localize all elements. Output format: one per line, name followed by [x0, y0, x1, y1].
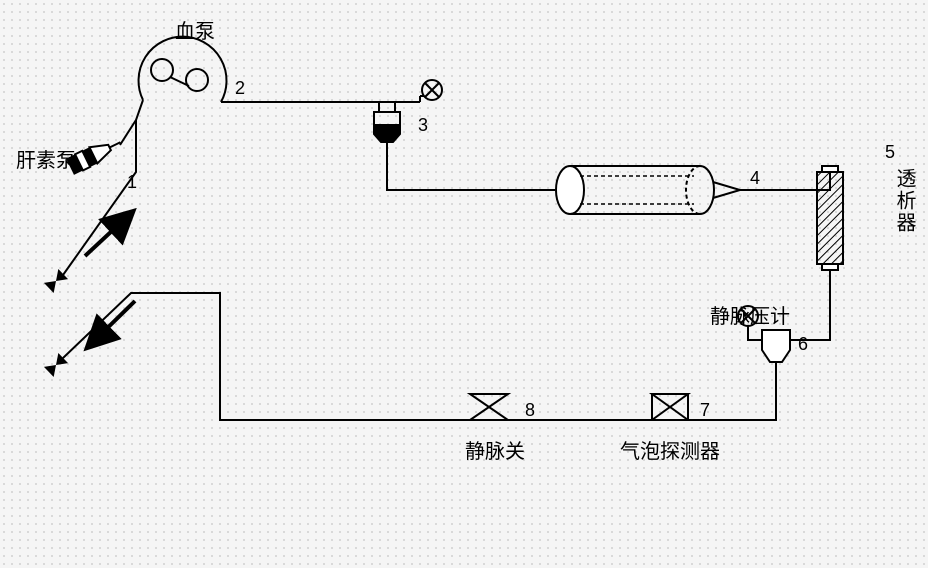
arterial-pressure-gauge	[395, 80, 442, 102]
num-3: 3	[418, 115, 428, 136]
dialyzer-5	[817, 166, 843, 270]
arterial-inlet-line	[44, 100, 143, 293]
label-blood-pump: 血泵	[175, 15, 215, 44]
heparin-connector	[120, 120, 136, 145]
adsorber-4	[556, 166, 740, 214]
label-venous-clamp: 静脉关	[465, 435, 525, 464]
venous-clamp-8	[470, 394, 508, 420]
venous-chamber-6	[762, 330, 790, 362]
label-venous-pressure: 静脉压计	[710, 300, 790, 329]
num-7: 7	[700, 400, 710, 421]
bubble-detector-7	[652, 394, 688, 420]
line-5-to-6	[790, 270, 830, 340]
label-heparin-pump: 肝素泵	[16, 144, 76, 173]
num-2: 2	[235, 78, 245, 99]
venous-return-line	[44, 293, 470, 420]
num-4: 4	[750, 168, 760, 189]
num-8: 8	[525, 400, 535, 421]
drip-chamber-3	[374, 102, 400, 142]
num-5: 5	[885, 142, 895, 163]
blood-pump	[139, 37, 227, 102]
num-1: 1	[127, 172, 137, 193]
line-3-to-4	[387, 142, 555, 190]
label-bubble-detector: 气泡探测器	[620, 435, 720, 464]
label-dialyzer: 透析器	[890, 168, 919, 234]
num-6: 6	[798, 334, 808, 355]
